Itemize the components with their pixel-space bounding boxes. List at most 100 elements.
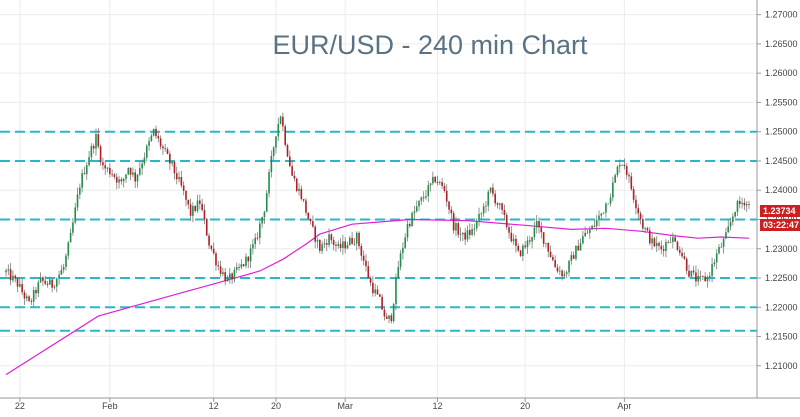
candle-body bbox=[286, 144, 289, 157]
candle-body bbox=[67, 242, 70, 256]
candle-body bbox=[667, 242, 670, 243]
candle-body bbox=[540, 227, 543, 233]
candle-body bbox=[561, 270, 563, 277]
candle-body bbox=[729, 222, 732, 227]
candle-body bbox=[199, 200, 201, 204]
candle-body bbox=[222, 272, 224, 275]
y-tick-label: 1.22000 bbox=[765, 302, 798, 312]
candle-body bbox=[344, 241, 347, 249]
candle-body bbox=[233, 269, 236, 280]
candle-body bbox=[508, 227, 510, 233]
candle-body bbox=[632, 189, 635, 200]
candle-body bbox=[159, 138, 162, 147]
candle-body bbox=[418, 200, 420, 207]
candle-body bbox=[616, 166, 619, 176]
candle-body bbox=[25, 296, 28, 299]
candle-body bbox=[727, 226, 730, 233]
candle-body bbox=[125, 174, 127, 179]
candle-body bbox=[175, 173, 178, 180]
candle-body bbox=[674, 237, 676, 242]
candle-body bbox=[291, 166, 293, 176]
candle-body bbox=[289, 156, 291, 167]
x-tick-label: Mar bbox=[337, 401, 353, 411]
candle-body bbox=[157, 136, 160, 139]
candle-body bbox=[503, 209, 506, 215]
candle-body bbox=[275, 136, 277, 148]
candle-body bbox=[628, 175, 630, 177]
candle-body bbox=[351, 237, 353, 244]
candle-body bbox=[12, 275, 14, 281]
candle-body bbox=[630, 176, 633, 190]
candle-body bbox=[69, 232, 72, 243]
candle-body bbox=[415, 206, 418, 212]
candle-body bbox=[104, 165, 107, 169]
candle-body bbox=[501, 203, 503, 210]
candle-body bbox=[235, 267, 238, 270]
candle-body bbox=[42, 277, 44, 281]
price-label-bg bbox=[760, 205, 800, 217]
candle-body bbox=[245, 256, 247, 266]
candle-body bbox=[7, 269, 10, 271]
candle-body bbox=[314, 226, 317, 242]
candle-body bbox=[169, 153, 171, 164]
candle-body bbox=[572, 255, 575, 259]
candle-body bbox=[695, 272, 697, 282]
candle-body bbox=[346, 245, 349, 249]
candle-body bbox=[429, 183, 432, 186]
candle-body bbox=[708, 275, 711, 278]
candle-body bbox=[395, 277, 397, 305]
candle-body bbox=[51, 279, 53, 288]
candle-body bbox=[676, 241, 679, 250]
candle-body bbox=[259, 223, 261, 238]
candle-body bbox=[517, 245, 520, 251]
candle-body bbox=[554, 260, 556, 268]
candle-body bbox=[293, 175, 296, 179]
candle-body bbox=[332, 240, 335, 245]
candle-body bbox=[109, 167, 111, 175]
candle-body bbox=[92, 146, 95, 149]
candle-body bbox=[688, 270, 690, 277]
candle-body bbox=[143, 157, 146, 164]
candle-body bbox=[178, 177, 180, 180]
candle-body bbox=[319, 239, 321, 251]
candle-body bbox=[577, 245, 580, 251]
candle-body bbox=[136, 174, 139, 182]
candle-body bbox=[164, 148, 167, 150]
candle-body bbox=[519, 250, 522, 257]
candle-body bbox=[526, 240, 529, 248]
candle-body bbox=[106, 167, 109, 169]
candle-body bbox=[182, 185, 185, 191]
candle-body bbox=[445, 190, 448, 202]
candle-body bbox=[381, 296, 383, 310]
candle-body bbox=[355, 232, 358, 244]
candle-body bbox=[565, 272, 568, 275]
candle-body bbox=[464, 232, 466, 240]
candle-body bbox=[602, 212, 605, 214]
candle-body bbox=[492, 187, 494, 194]
candle-body bbox=[489, 187, 492, 192]
candle-body bbox=[441, 182, 443, 186]
candle-body bbox=[312, 221, 314, 227]
candle-body bbox=[685, 258, 688, 271]
candle-body bbox=[99, 146, 102, 163]
candle-body bbox=[528, 240, 531, 242]
candle-body bbox=[593, 225, 596, 227]
y-tick-label: 1.25000 bbox=[765, 127, 798, 137]
candle-body bbox=[658, 242, 660, 246]
candle-body bbox=[132, 172, 134, 175]
candle-body bbox=[254, 237, 257, 245]
candle-body bbox=[653, 238, 656, 247]
support-resistance-layer bbox=[0, 130, 757, 332]
candle-body bbox=[148, 141, 150, 146]
candle-body bbox=[81, 173, 83, 188]
candle-body bbox=[97, 134, 100, 147]
candle-body bbox=[706, 277, 709, 282]
candle-body bbox=[49, 279, 51, 285]
candle-body bbox=[339, 243, 342, 249]
candle-body bbox=[498, 203, 501, 205]
candle-body bbox=[23, 292, 26, 299]
candle-body bbox=[316, 239, 319, 242]
candle-body bbox=[95, 134, 97, 149]
